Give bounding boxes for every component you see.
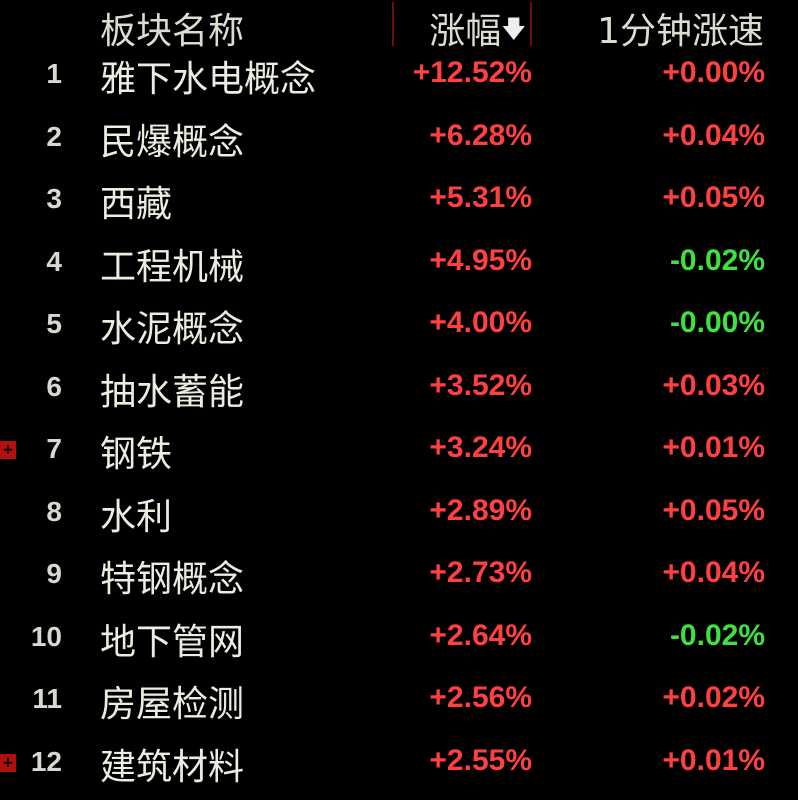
change-value: +3.52%	[429, 368, 532, 402]
speed-value: +0.05%	[662, 181, 765, 214]
table-row[interactable]: 8 水利 +2.89% +0.05%	[0, 484, 798, 546]
rank: 7	[46, 433, 62, 464]
table-header: 板块名称 涨幅🡇 1分钟涨速	[0, 0, 798, 52]
speed-value: -0.02%	[669, 243, 765, 277]
rank: 11	[32, 683, 62, 714]
table-row[interactable]: 10 地下管网 +2.64% -0.02%	[0, 609, 798, 671]
sector-name: 水利	[100, 496, 173, 538]
table-row[interactable]: 9 特钢概念 +2.73% +0.04%	[0, 546, 798, 608]
table-row[interactable]: 6 抽水蓄能 +3.52% +0.03%	[0, 359, 798, 421]
speed-value: +0.02%	[662, 681, 765, 714]
sector-name: 水泥概念	[100, 309, 245, 350]
speed-value: +0.04%	[662, 118, 765, 152]
column-header-change[interactable]: 涨幅🡇	[392, 2, 532, 52]
sector-name: 地下管网	[100, 621, 245, 663]
sector-name: 民爆概念	[100, 121, 245, 163]
table-row[interactable]: 3 西藏 +5.31% +0.05%	[0, 171, 798, 233]
rank: 4	[46, 245, 62, 277]
speed-value: -0.00%	[669, 306, 765, 339]
rank: 12	[30, 745, 62, 777]
rank: 6	[46, 370, 62, 402]
change-value: +5.31%	[429, 181, 532, 214]
rank: 5	[46, 308, 62, 339]
sector-name: 建筑材料	[100, 746, 245, 788]
change-value: +2.73%	[429, 556, 532, 589]
change-value: +12.52%	[412, 56, 532, 89]
rank: 1	[46, 58, 62, 89]
table-row[interactable]: 5 水泥概念 +4.00% -0.00%	[0, 296, 798, 358]
plus-icon[interactable]: +	[0, 753, 16, 772]
change-value: +4.95%	[429, 243, 532, 277]
rank: 8	[46, 495, 62, 527]
column-header-name[interactable]: 板块名称	[100, 11, 245, 52]
table-row[interactable]: +12 建筑材料 +2.55% +0.01%	[0, 734, 798, 796]
speed-value: +0.05%	[662, 493, 765, 527]
rank: 10	[30, 620, 62, 652]
plus-icon[interactable]: +	[0, 441, 16, 459]
change-value: +2.89%	[429, 493, 532, 527]
speed-value: +0.04%	[662, 556, 765, 589]
sector-name: 房屋检测	[100, 684, 245, 725]
speed-value: +0.03%	[662, 368, 765, 402]
rank: 3	[46, 183, 62, 214]
rank: 2	[46, 120, 62, 152]
table-row[interactable]: 1 雅下水电概念 +12.52% +0.00%	[0, 46, 798, 108]
sector-name: 特钢概念	[100, 559, 245, 600]
speed-value: +0.01%	[662, 431, 765, 464]
sector-name: 西藏	[100, 184, 173, 225]
change-value: +2.56%	[429, 681, 532, 714]
sector-name: 工程机械	[100, 246, 245, 288]
change-value: +4.00%	[429, 306, 532, 339]
rank: 9	[46, 558, 62, 589]
change-value: +3.24%	[429, 431, 532, 464]
speed-value: -0.02%	[669, 618, 765, 652]
table-row[interactable]: 4 工程机械 +4.95% -0.02%	[0, 234, 798, 296]
speed-value: +0.00%	[662, 56, 765, 89]
change-value: +6.28%	[429, 118, 532, 152]
sector-name: 钢铁	[100, 434, 173, 475]
sector-name: 抽水蓄能	[100, 371, 245, 413]
speed-value: +0.01%	[662, 743, 765, 777]
table-row[interactable]: 2 民爆概念 +6.28% +0.04%	[0, 109, 798, 171]
sector-name: 雅下水电概念	[100, 59, 317, 100]
column-header-speed[interactable]: 1分钟涨速	[597, 11, 764, 52]
change-value: +2.64%	[429, 618, 532, 652]
arrow-down-icon: 🡇	[501, 15, 526, 43]
table-row[interactable]: +7 钢铁 +3.24% +0.01%	[0, 421, 798, 483]
column-header-change-label: 涨幅	[429, 11, 502, 52]
change-value: +2.55%	[429, 743, 532, 777]
table-row[interactable]: 11 房屋检测 +2.56% +0.02%	[0, 671, 798, 733]
